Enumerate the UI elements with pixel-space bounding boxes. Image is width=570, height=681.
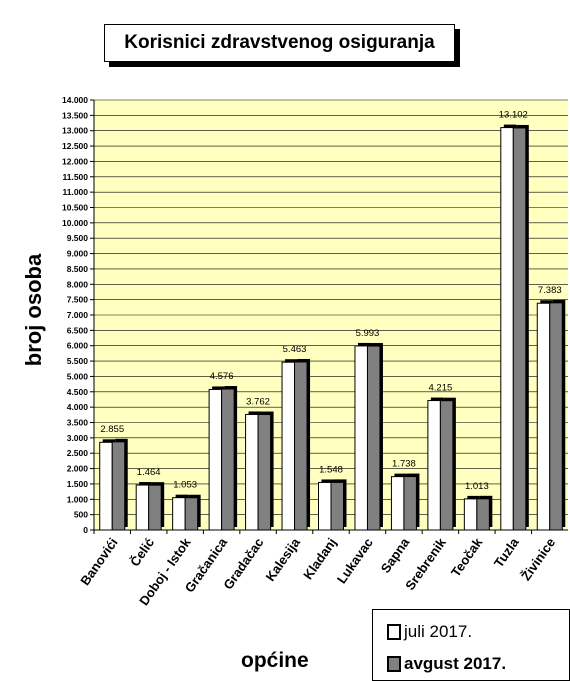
y-tick-label: 4.000: [67, 402, 89, 412]
data-label: 13.102: [499, 110, 528, 121]
y-tick-label: 13.500: [62, 110, 88, 120]
bar-avgust: [257, 414, 272, 531]
y-tick-label: 2.500: [67, 448, 89, 458]
x-tick-label: Kalesija: [263, 534, 304, 583]
y-tick-label: 0: [83, 525, 88, 535]
bar-avgust: [111, 441, 126, 531]
bar-juli: [135, 484, 150, 531]
axes: [90, 99, 568, 534]
y-tick-label: 500: [74, 510, 88, 520]
y-tick-label: 6.000: [67, 341, 89, 351]
legend-item-avgust: avgust 2017.: [387, 654, 506, 674]
x-tick-label: Kladanj: [300, 535, 339, 582]
y-tick-label: 4.500: [67, 387, 89, 397]
bar-juli: [208, 388, 223, 531]
bars: [99, 124, 566, 531]
bar-juli: [281, 361, 296, 531]
data-label: 4.215: [428, 383, 452, 394]
y-tick-label: 3.000: [67, 433, 89, 443]
bar-avgust: [148, 484, 162, 531]
x-axis-label: općine: [241, 649, 309, 672]
data-label: 7.383: [538, 285, 562, 296]
data-label: 1.464: [137, 467, 161, 478]
y-tick-label: 12.000: [62, 156, 88, 166]
y-tick-label: 7.000: [67, 310, 89, 320]
data-label: 1.548: [319, 464, 343, 475]
y-tick-label: 9.000: [67, 249, 89, 259]
x-tick-label: Banovići: [77, 535, 120, 588]
bar-avgust: [403, 476, 417, 531]
y-tick-label: 5.500: [67, 356, 89, 366]
bar-avgust: [294, 361, 308, 531]
y-tick-label: 10.000: [62, 218, 88, 228]
y-tick-label: 13.000: [62, 126, 88, 136]
bar-juli: [245, 413, 259, 531]
data-label: 3.762: [246, 396, 270, 407]
legend-swatch-white: [387, 624, 401, 640]
y-tick-label: 1.500: [67, 479, 89, 489]
bar-juli: [536, 302, 551, 531]
y-tick-label: 1.000: [67, 494, 89, 504]
bar-juli: [390, 476, 405, 531]
bar-juli: [99, 441, 113, 531]
x-tick-label: Lukavac: [334, 535, 376, 586]
data-label: 5.463: [283, 344, 307, 355]
y-tick-label: 12.500: [62, 141, 88, 151]
y-tick-label: 11.000: [62, 187, 88, 197]
bar-avgust: [439, 400, 454, 531]
legend-label-juli: juli 2017.: [404, 622, 473, 641]
data-label: 1.738: [392, 459, 416, 470]
bar-avgust: [366, 345, 381, 531]
legend-label-avgust: avgust 2017.: [404, 654, 507, 673]
bar-avgust: [221, 388, 235, 531]
x-tick-label: Teočak: [448, 534, 486, 579]
y-tick-label: 7.500: [67, 295, 89, 305]
bar-juli: [354, 345, 368, 531]
legend: juli 2017. avgust 2017.: [372, 609, 570, 681]
y-tick-labels: 0 500 1.000 1.500 2.000 2.500 3.000 3.500 4.000 4…: [62, 95, 88, 535]
data-label: 5.993: [356, 328, 380, 339]
data-labels: 2.855 1.464 1.053 4.576 3.762 5.463 1.548 5.993…: [100, 110, 561, 492]
y-tick-label: 2.000: [67, 464, 89, 474]
bar-avgust: [512, 127, 527, 531]
chart-title: Korisnici zdravstvenog osiguranja: [104, 24, 455, 62]
y-tick-label: 14.000: [62, 95, 88, 105]
bar-juli: [318, 481, 332, 531]
legend-swatch-gray: [387, 656, 401, 672]
bar-avgust: [549, 302, 563, 531]
bar-avgust: [330, 481, 344, 531]
x-tick-label: Živinice: [518, 535, 558, 583]
y-tick-label: 6.500: [67, 325, 89, 335]
x-tick-label: Sapna: [378, 534, 413, 575]
y-tick-label: 9.500: [67, 233, 89, 243]
bar-juli: [172, 497, 186, 531]
y-tick-label: 3.500: [67, 418, 89, 428]
x-tick-label: Čelić: [127, 535, 157, 569]
legend-item-juli: juli 2017.: [387, 622, 472, 642]
x-tick-label: Tuzla: [491, 534, 522, 570]
data-label: 2.855: [100, 424, 124, 435]
data-label: 1.053: [173, 480, 197, 491]
y-axis-label: broj osoba: [21, 253, 46, 367]
bar-avgust: [476, 498, 490, 531]
y-tick-label: 8.000: [67, 279, 89, 289]
y-tick-label: 11.500: [62, 172, 88, 182]
y-tick-label: 8.500: [67, 264, 89, 274]
bar-avgust: [184, 497, 199, 531]
bar-juli: [500, 127, 514, 531]
data-label: 4.576: [210, 371, 234, 382]
data-label: 1.013: [465, 481, 489, 492]
y-tick-label: 5.000: [67, 371, 89, 381]
bar-juli: [463, 498, 478, 531]
bar-juli: [427, 400, 441, 531]
gridlines: [94, 99, 568, 515]
y-tick-label: 10.500: [62, 203, 88, 213]
